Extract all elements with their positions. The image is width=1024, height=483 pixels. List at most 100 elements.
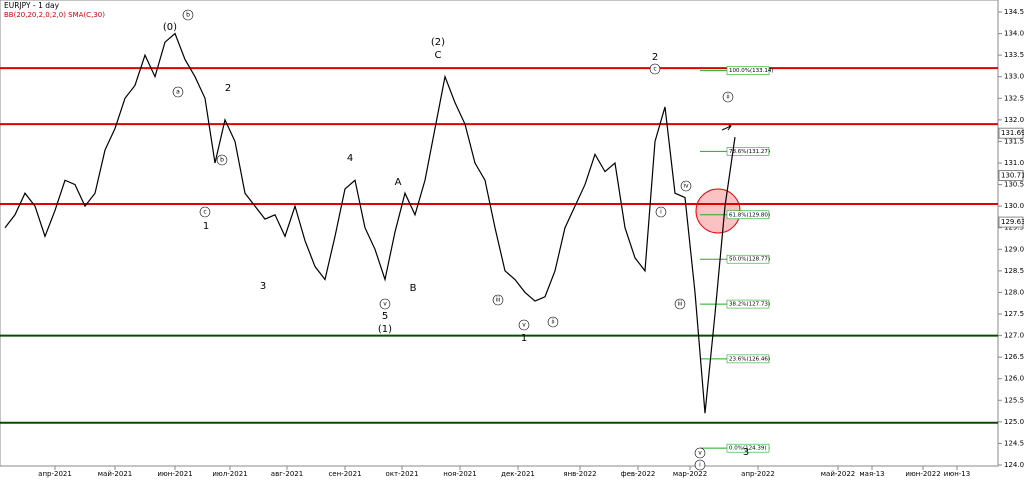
y-tick-label: 134.50 [1004, 8, 1024, 16]
price-marker [998, 127, 1024, 139]
x-tick-label: окт-2021 [386, 470, 419, 478]
wave-label: iv [683, 183, 689, 190]
wave-circle [547, 316, 559, 328]
fib-box [726, 66, 770, 75]
wave-circle [680, 180, 692, 192]
x-tick-label: май-2021 [98, 470, 132, 478]
price-marker-label: 131.69 [1001, 129, 1024, 137]
y-tick-label: 133.50 [1004, 51, 1024, 59]
price-marker [998, 170, 1024, 182]
y-tick-label: 124.50 [1004, 439, 1024, 447]
fib-box [726, 210, 770, 220]
x-tick-label: апр-2022 [741, 470, 775, 478]
x-tick-label: авг-2021 [271, 470, 303, 478]
wave-label: B [410, 283, 417, 294]
wave-circle [379, 298, 391, 310]
y-tick-label: 129.50 [1004, 224, 1024, 232]
wave-label: 3 [260, 281, 266, 292]
y-tick-label: 124.00 [1004, 461, 1024, 469]
wave-circle [722, 91, 734, 103]
wave-label: 5 [382, 311, 388, 322]
wave-circle [172, 86, 184, 98]
y-tick-label: 131.50 [1004, 137, 1024, 145]
fib-label: 0.0%(124.39) [729, 446, 767, 452]
fib-label: 23.6%(126.46) [729, 356, 770, 362]
fib-box [726, 354, 770, 364]
wave-circle [216, 154, 228, 166]
x-tick-label: мая-13 [859, 470, 884, 478]
indicator-legend: BB(20,20,2,0;2,0) SMA(C,30) [4, 11, 105, 19]
wave-circle [674, 298, 686, 310]
wave-circle [199, 206, 211, 218]
price-line [4, 32, 736, 414]
wave-label: (2) [431, 37, 445, 48]
price-marker [998, 216, 1024, 228]
wave-label: A [395, 177, 402, 188]
wave-label: 1 [521, 333, 527, 344]
wave-label: 1 [203, 221, 209, 232]
fib-box [726, 147, 770, 156]
wave-label: ii [726, 94, 730, 101]
plot-frame [0, 0, 999, 467]
wave-circle [649, 63, 661, 75]
wave-circle [694, 447, 706, 459]
wave-circle [492, 294, 504, 306]
wave-label: v [383, 301, 387, 308]
y-tick-label: 132.50 [1004, 94, 1024, 102]
wave-circle [182, 9, 194, 21]
wave-circle [655, 206, 667, 218]
wave-label: v [522, 322, 526, 329]
x-tick-label: июн-2022 [905, 470, 940, 478]
wave-label: C [435, 50, 442, 61]
wave-label: i [660, 209, 662, 216]
x-tick-label: дек-2021 [501, 470, 535, 478]
fib-label: 50.0%(128.77) [729, 257, 770, 263]
x-tick-label: май-2022 [821, 470, 855, 478]
price-marker-label: 129.63 [1001, 218, 1024, 226]
y-tick-label: 131.00 [1004, 159, 1024, 167]
y-tick-label: 126.50 [1004, 353, 1024, 361]
y-tick-label: 127.00 [1004, 332, 1024, 340]
price-marker-label: 130.71 [1001, 172, 1024, 180]
x-tick-label: янв-2022 [563, 470, 596, 478]
y-tick-label: 130.50 [1004, 181, 1024, 189]
y-tick-label: 126.00 [1004, 375, 1024, 383]
y-tick-label: 125.00 [1004, 418, 1024, 426]
wave-circle [518, 319, 530, 331]
wave-label: b [186, 12, 190, 19]
fib-label: 78.6%(131.27) [729, 149, 770, 155]
y-tick-label: 127.50 [1004, 310, 1024, 318]
wave-label: iii [495, 297, 500, 304]
wave-label: c [653, 66, 656, 73]
fib-label: 100.0%(133.14) [729, 68, 774, 74]
x-tick-label: фев-2022 [621, 470, 656, 478]
wave-label: (0) [163, 22, 177, 33]
fib-label: 61.8%(129.80) [729, 212, 770, 218]
x-tick-label: сен-2021 [328, 470, 361, 478]
wave-label: v [698, 450, 702, 457]
x-tick-label: апр-2021 [38, 470, 72, 478]
x-tick-label: ноя-2021 [443, 470, 476, 478]
y-tick-label: 133.00 [1004, 73, 1024, 81]
x-tick-label: мар-2022 [673, 470, 707, 478]
x-tick-label: июн-2021 [157, 470, 192, 478]
wave-label: ii [551, 319, 555, 326]
wave-label: b [220, 157, 224, 164]
y-tick-label: 132.00 [1004, 116, 1024, 124]
wave-label: 4 [347, 153, 353, 164]
fib-box [726, 299, 770, 309]
wave-label: i [699, 462, 701, 469]
symbol-title: EURJPY - 1 day [4, 1, 60, 10]
wave-label: 3 [743, 447, 749, 458]
y-tick-label: 130.00 [1004, 202, 1024, 210]
y-tick-label: 125.50 [1004, 396, 1024, 404]
y-tick-label: 128.00 [1004, 288, 1024, 296]
y-tick-label: 128.50 [1004, 267, 1024, 275]
fib-box [726, 254, 770, 264]
wave-label: 2 [225, 83, 231, 94]
fib-box [726, 443, 770, 453]
wave-circle [694, 459, 706, 471]
wave-label: c [203, 209, 206, 216]
x-tick-label: июн-13 [944, 470, 970, 478]
